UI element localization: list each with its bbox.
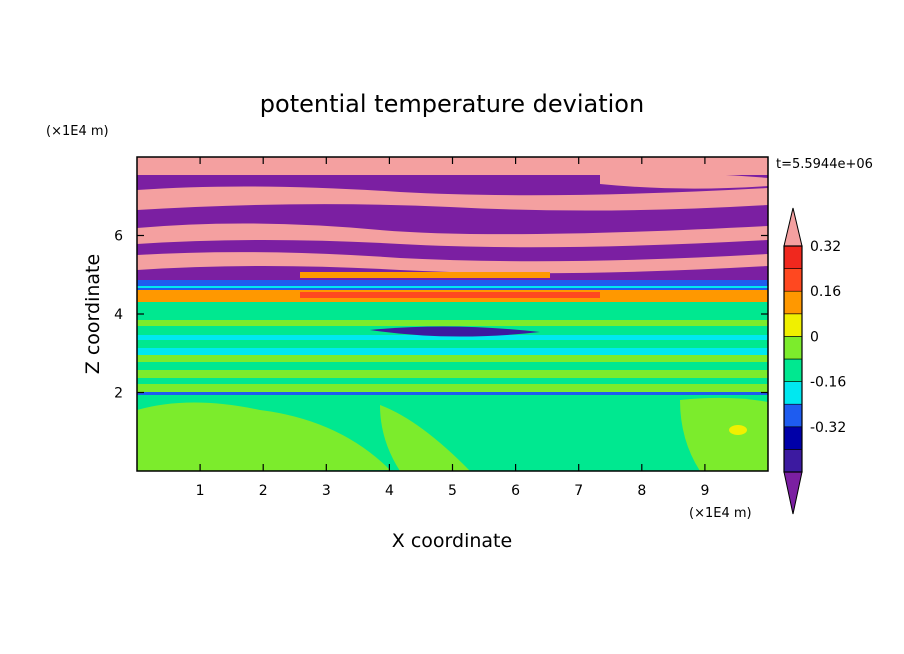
y-axis-label: Z coordinate <box>82 254 104 374</box>
field-blue-line <box>137 392 768 395</box>
time-label: t=5.5944e+06 <box>776 157 873 172</box>
colorbar-swatch <box>783 358 803 382</box>
field-yellow-spot <box>729 425 747 435</box>
y-tick-label: 4 <box>114 307 123 323</box>
x-tick-label: 8 <box>637 483 646 499</box>
field-purple-lens <box>370 326 540 337</box>
colorbar-swatch <box>783 336 803 360</box>
field-pink-stripe-3 <box>137 223 768 248</box>
colorbar-swatch <box>783 245 803 269</box>
y-tick-label: 2 <box>114 386 123 402</box>
colorbar-label: 0.32 <box>810 239 841 255</box>
field-green-layer <box>137 300 768 315</box>
field-mid-lime <box>137 355 768 395</box>
field-pink-blob <box>600 173 768 189</box>
y-axis: 2 4 6 <box>114 229 768 402</box>
field-mid-green-band-2 <box>137 378 768 384</box>
colorbar-top-arrow <box>783 207 803 247</box>
heatmap-field <box>137 157 768 471</box>
field-lime-left-blob <box>137 402 390 471</box>
colorbar-label: 0.16 <box>810 284 841 300</box>
x-tick-label: 2 <box>259 483 268 499</box>
colorbar-frame <box>783 245 803 473</box>
chart-title: potential temperature deviation <box>260 90 644 118</box>
colorbar-swatch <box>783 449 803 473</box>
x-tick-label: 3 <box>322 483 331 499</box>
field-red-layer <box>300 292 600 298</box>
colorbar-swatch <box>783 426 803 450</box>
field-pink-stripe-2 <box>137 186 768 211</box>
colorbar-swatch <box>783 403 803 428</box>
colorbar-label: -0.32 <box>810 420 846 436</box>
x-tick-label: 5 <box>448 483 457 499</box>
x-axis: 1 2 3 4 5 6 7 8 9 <box>196 157 709 499</box>
field-lime-center-blob <box>380 405 470 471</box>
field-mid-green-band-1 <box>137 362 768 370</box>
x-tick-label: 6 <box>511 483 520 499</box>
x-unit-label: (×1E4 m) <box>689 506 752 521</box>
x-tick-label: 7 <box>574 483 583 499</box>
field-cyan-streak <box>137 286 768 288</box>
colorbar-label: 0 <box>810 329 819 345</box>
colorbar-swatch <box>783 290 803 315</box>
x-tick-label: 1 <box>196 483 205 499</box>
x-tick-label: 4 <box>385 483 394 499</box>
colorbar-swatch <box>783 381 803 405</box>
colorbar: -0.32 -0.16 0 0.16 0.32 <box>783 207 846 515</box>
field-pink-stripe-1 <box>137 157 768 175</box>
y-tick-label: 6 <box>114 229 123 245</box>
field-blue-layer <box>137 280 768 290</box>
field-lime-right-blob <box>680 397 768 471</box>
x-tick-label: 9 <box>700 483 709 499</box>
field-orange-streak <box>300 272 550 278</box>
y-unit-label: (×1E4 m) <box>46 124 109 139</box>
colorbar-swatch <box>783 313 803 337</box>
field-lime-band <box>137 320 768 326</box>
colorbar-swatch <box>783 268 803 292</box>
colorbar-label: -0.16 <box>810 375 846 391</box>
field-green-inner-band <box>137 340 768 348</box>
x-axis-label: X coordinate <box>392 530 512 552</box>
field-pink-stripe-4 <box>137 252 768 274</box>
colorbar-bottom-arrow <box>783 471 803 515</box>
